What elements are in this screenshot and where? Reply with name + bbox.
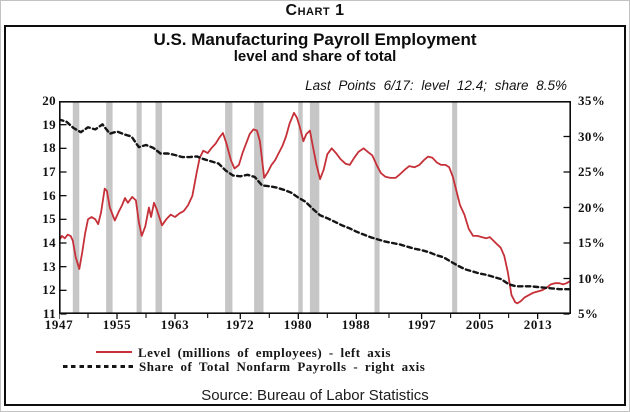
chart-number-label: Chart 1 — [285, 2, 345, 19]
recession-band — [452, 102, 458, 313]
source-credit: Source: Bureau of Labor Statistics — [201, 387, 429, 404]
y-left-tick-label: 14 — [42, 235, 56, 250]
legend-share-dotted-swatch — [63, 365, 135, 368]
legend-level-label: Level (millions of employees) - left axi… — [138, 345, 391, 360]
recession-band — [374, 102, 380, 313]
x-tick-label: 1997 — [407, 317, 437, 332]
recession-band — [155, 102, 162, 313]
x-tick-label: 1988 — [341, 317, 371, 332]
plot-area — [59, 101, 571, 319]
y-left-tick-label: 11 — [42, 306, 56, 321]
y-right-tick-label: 30% — [578, 129, 606, 144]
y-left-tick-label: 20 — [42, 93, 56, 108]
recession-band — [72, 102, 80, 313]
x-tick-label: 1947 — [44, 317, 74, 332]
x-tick-label: 2005 — [465, 317, 495, 332]
recession-band — [225, 102, 233, 313]
x-tick-label: 1972 — [225, 317, 255, 332]
series-share-line — [59, 118, 571, 291]
y-left-tick-label: 13 — [42, 259, 56, 274]
y-right-tick-label: 5% — [578, 306, 599, 321]
x-tick-label: 1963 — [160, 317, 190, 332]
recession-band — [298, 102, 303, 313]
plot-frame — [59, 101, 571, 314]
y-right-tick-label: 35% — [578, 93, 606, 108]
y-left-tick-label: 18 — [42, 140, 56, 155]
x-tick-label: 2013 — [523, 317, 553, 332]
y-left-tick-label: 12 — [42, 282, 56, 297]
recession-band — [309, 102, 320, 313]
recession-band — [136, 102, 142, 313]
recession-band — [254, 102, 264, 313]
series-level-line — [59, 111, 571, 305]
y-left-tick-label: 15 — [42, 211, 56, 226]
y-right-tick-label: 20% — [578, 200, 606, 215]
last-points-annotation: Last Points 6/17: level 12.4; share 8.5% — [305, 78, 567, 93]
y-left-tick-label: 17 — [42, 164, 56, 179]
y-left-tick-label: 19 — [42, 117, 56, 132]
y-right-tick-label: 10% — [578, 271, 606, 286]
legend-share-label: Share of Total Nonfarm Payrolls - right … — [139, 359, 426, 374]
chart-title: U.S. Manufacturing Payroll Employment — [153, 30, 477, 49]
y-right-tick-label: 15% — [578, 235, 606, 250]
legend-level-line-swatch — [96, 351, 132, 353]
chart-subtitle: level and share of total — [233, 48, 397, 65]
x-tick-label: 1980 — [283, 317, 313, 332]
y-left-tick-label: 16 — [42, 188, 56, 203]
x-tick-label: 1955 — [102, 317, 132, 332]
y-right-tick-label: 25% — [578, 164, 606, 179]
